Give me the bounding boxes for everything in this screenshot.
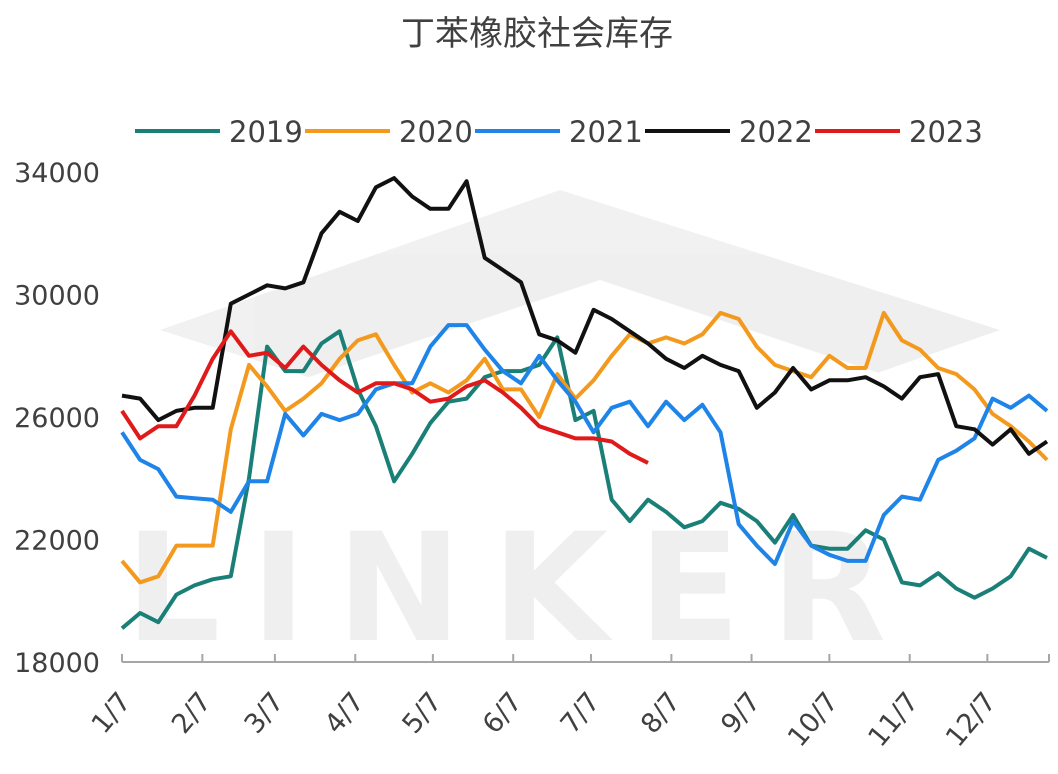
series-line-2022 (121, 176, 1049, 456)
legend-item-2023: 2023 (815, 115, 983, 149)
y-axis: 18000 22000 26000 30000 34000 (14, 158, 100, 679)
legend-label: 2022 (739, 115, 813, 149)
x-tick-label: 6/7 (477, 687, 529, 740)
y-tick-label: 26000 (14, 403, 100, 434)
y-tick-label: 34000 (14, 158, 100, 189)
x-tick-label: 8/7 (635, 687, 687, 740)
series-line-2023 (120, 329, 649, 465)
legend-item-2022: 2022 (645, 115, 813, 149)
series-line-2021 (120, 323, 1049, 566)
x-tick-label: 4/7 (319, 687, 371, 740)
legend-item-2020: 2020 (305, 115, 473, 149)
x-tick-label: 2/7 (166, 687, 218, 740)
legend-label: 2023 (909, 115, 983, 149)
legend-label: 2021 (569, 115, 643, 149)
y-tick-label: 22000 (14, 526, 100, 557)
series-line-2020 (120, 310, 1049, 585)
x-tick-label: 3/7 (239, 687, 291, 740)
x-tick-label: 9/7 (715, 687, 767, 740)
x-tick-label: 1/7 (86, 687, 138, 740)
legend-label: 2020 (399, 115, 473, 149)
watermark-logo: LINKER (125, 190, 1000, 676)
x-tick-label: 11/7 (862, 687, 925, 753)
y-tick-label: 30000 (14, 281, 100, 312)
legend-item-2019: 2019 (135, 115, 303, 149)
x-tick-label: 5/7 (397, 687, 449, 740)
y-tick-label: 18000 (14, 648, 100, 679)
x-tick-label: 12/7 (940, 687, 1003, 753)
legend-item-2021: 2021 (475, 115, 643, 149)
x-tick-label: 10/7 (782, 687, 845, 753)
svg-text:LINKER: LINKER (125, 502, 916, 676)
chart-title: 丁苯橡胶社会库存 (401, 14, 673, 54)
legend-label: 2019 (229, 115, 303, 149)
series-lines (120, 176, 1049, 630)
legend: 2019 2020 2021 2022 2023 (135, 115, 983, 149)
x-tick-label: 7/7 (555, 687, 607, 740)
